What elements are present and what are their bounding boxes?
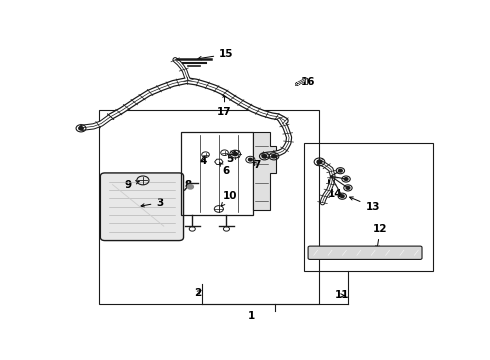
Circle shape	[187, 185, 194, 189]
Circle shape	[346, 186, 350, 189]
Text: 17: 17	[217, 94, 232, 117]
Bar	[181, 132, 253, 215]
Text: 9: 9	[124, 180, 139, 190]
Text: 2: 2	[195, 288, 201, 298]
Circle shape	[341, 195, 344, 198]
Text: 5: 5	[226, 151, 235, 164]
Circle shape	[339, 169, 342, 172]
Text: 8: 8	[185, 180, 192, 190]
Circle shape	[262, 155, 267, 158]
Circle shape	[271, 155, 276, 158]
Text: 11: 11	[335, 291, 349, 301]
Text: 16: 16	[301, 77, 316, 87]
Text: 4: 4	[200, 156, 207, 166]
FancyBboxPatch shape	[308, 246, 422, 260]
Text: 6: 6	[220, 163, 230, 176]
Text: 15: 15	[198, 49, 234, 60]
Text: 1: 1	[247, 311, 255, 321]
Circle shape	[233, 152, 238, 156]
Circle shape	[344, 177, 348, 180]
Circle shape	[79, 127, 83, 130]
Text: 12: 12	[373, 224, 388, 249]
Text: 13: 13	[350, 197, 380, 212]
Text: 10: 10	[221, 191, 238, 206]
Bar	[99, 110, 319, 304]
Text: 7: 7	[253, 160, 261, 170]
Polygon shape	[253, 132, 276, 210]
Circle shape	[248, 158, 252, 161]
FancyBboxPatch shape	[100, 173, 184, 240]
Text: 14: 14	[327, 180, 342, 199]
Text: 3: 3	[141, 198, 164, 208]
Circle shape	[317, 160, 322, 163]
Bar	[304, 143, 434, 270]
